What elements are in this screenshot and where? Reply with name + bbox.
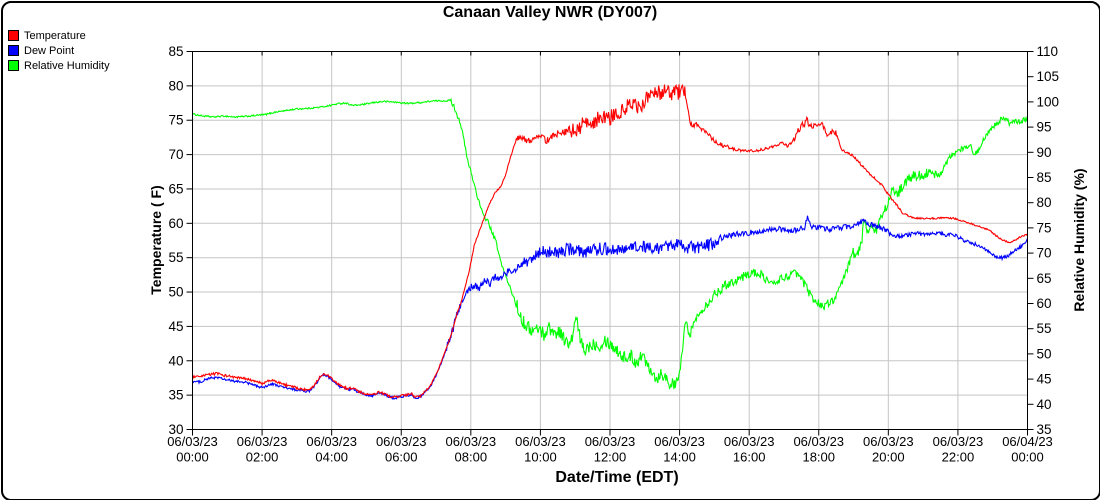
legend-swatch — [8, 45, 19, 56]
series-lines — [192, 83, 1028, 401]
legend-item-dew-point: Dew Point — [8, 43, 110, 58]
right-tick-label: 85 — [1037, 170, 1052, 185]
right-tick-label: 70 — [1037, 246, 1052, 261]
right-tick-label: 45 — [1037, 372, 1052, 387]
x-tick-date: 06/03/23 — [793, 434, 844, 449]
x-tick-date: 06/03/23 — [446, 434, 497, 449]
left-tick-label: 35 — [168, 388, 183, 403]
left-tick-label: 40 — [168, 353, 183, 368]
left-tick-label: 85 — [168, 44, 183, 59]
legend-label: Temperature — [24, 29, 86, 42]
x-tick-date: 06/03/23 — [167, 434, 218, 449]
x-tick-date: 06/03/23 — [515, 434, 566, 449]
x-tick-time: 06:00 — [385, 450, 418, 465]
x-tick-date: 06/03/23 — [724, 434, 775, 449]
left-tick-label: 60 — [168, 216, 183, 231]
x-tick-time: 20:00 — [872, 450, 905, 465]
legend-label: Dew Point — [24, 44, 75, 57]
x-tick-time: 12:00 — [594, 450, 627, 465]
right-tick-label: 65 — [1037, 271, 1052, 286]
right-tick-label: 105 — [1037, 69, 1060, 84]
legend-item-relative-humidity: Relative Humidity — [8, 58, 110, 73]
gridlines — [192, 51, 1028, 430]
left-tick-label: 45 — [168, 319, 183, 334]
legend: Temperature Dew Point Relative Humidity — [8, 28, 110, 73]
x-tick-time: 10:00 — [524, 450, 557, 465]
legend-label: Relative Humidity — [24, 59, 110, 72]
series-relative-humidity-line — [192, 97, 1028, 390]
right-tick-label: 95 — [1037, 120, 1052, 135]
x-tick-time: 16:00 — [733, 450, 766, 465]
x-axis-title: Date/Time (EDT) — [555, 469, 679, 486]
x-tick-date: 06/03/23 — [376, 434, 427, 449]
left-tick-label: 70 — [168, 147, 183, 162]
x-tick-time: 18:00 — [802, 450, 835, 465]
right-tick-label: 60 — [1037, 296, 1052, 311]
x-tick-date: 06/03/23 — [306, 434, 357, 449]
x-tick-time: 04:00 — [315, 450, 348, 465]
ticks — [186, 51, 1034, 436]
x-tick-date: 06/03/23 — [863, 434, 914, 449]
tick-labels: 30 35 40 45 50 55 60 65 70 75 80 85 35 40 45 50 55 60 65 70… — [167, 44, 1059, 465]
x-tick-time: 00:00 — [176, 450, 209, 465]
x-tick-time: 02:00 — [246, 450, 279, 465]
left-tick-label: 30 — [168, 422, 183, 437]
right-tick-label: 110 — [1037, 44, 1059, 59]
x-tick-date: 06/03/23 — [237, 434, 288, 449]
x-tick-time: 22:00 — [942, 450, 975, 465]
x-tick-time: 00:00 — [1011, 450, 1044, 465]
legend-item-temperature: Temperature — [8, 28, 110, 43]
right-tick-label: 35 — [1037, 422, 1052, 437]
series-temperature-line — [192, 83, 1028, 399]
legend-swatch — [8, 30, 19, 41]
x-tick-time: 08:00 — [455, 450, 488, 465]
series-dew-point-line — [192, 215, 1028, 401]
left-tick-label: 80 — [168, 78, 183, 93]
right-tick-label: 90 — [1037, 145, 1052, 160]
left-tick-label: 65 — [168, 181, 183, 196]
chart-title: Canaan Valley NWR (DY007) — [442, 4, 658, 21]
x-tick-time: 14:00 — [663, 450, 696, 465]
legend-swatch — [8, 60, 19, 71]
right-tick-label: 80 — [1037, 195, 1052, 210]
right-tick-label: 40 — [1037, 397, 1052, 412]
x-tick-date: 06/03/23 — [654, 434, 705, 449]
left-tick-label: 75 — [168, 113, 183, 128]
right-tick-label: 100 — [1037, 94, 1060, 109]
x-tick-date: 06/04/23 — [1002, 434, 1053, 449]
right-tick-label: 50 — [1037, 346, 1052, 361]
x-tick-date: 06/03/23 — [585, 434, 636, 449]
right-tick-label: 75 — [1037, 220, 1052, 235]
right-tick-label: 55 — [1037, 321, 1052, 336]
x-tick-date: 06/03/23 — [933, 434, 984, 449]
left-tick-label: 50 — [168, 285, 183, 300]
left-tick-label: 55 — [168, 250, 183, 265]
